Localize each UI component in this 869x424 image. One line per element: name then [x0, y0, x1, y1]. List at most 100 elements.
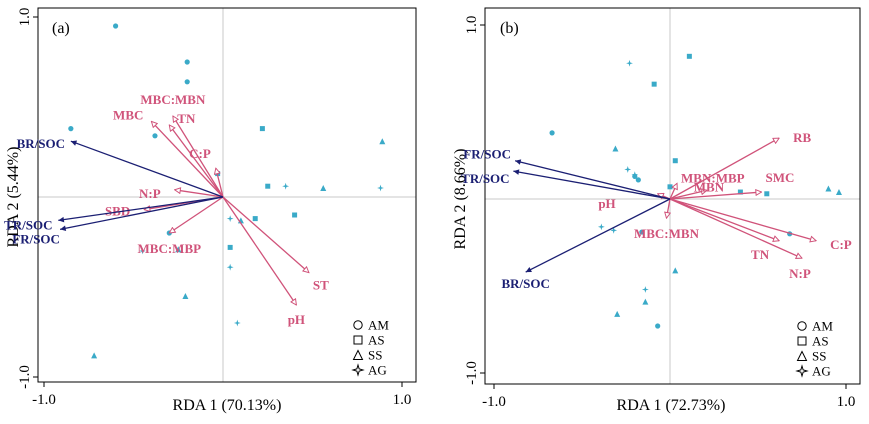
data-point-am	[655, 323, 661, 329]
env-arrow-mbn	[669, 190, 707, 200]
panel-label: (a)	[52, 20, 70, 37]
data-point-ss	[320, 185, 327, 191]
data-point-ss	[612, 145, 619, 152]
legend-marker-as	[797, 336, 807, 346]
env-arrow-label-smc: SMC	[766, 170, 795, 185]
data-point-ag	[631, 171, 639, 179]
data-point-as	[227, 244, 233, 250]
env-arrow-ph	[222, 196, 296, 305]
data-point-as	[667, 184, 673, 190]
legend-marker-ag	[351, 363, 365, 377]
data-point-am	[184, 59, 190, 65]
data-point-as	[259, 126, 265, 132]
data-point-as	[686, 53, 692, 59]
env-arrow-smc	[669, 192, 762, 200]
panel-label: (b)	[500, 20, 519, 37]
env-arrow-label-c-p: C:P	[189, 146, 211, 161]
data-point-as	[265, 183, 271, 189]
env-arrow-mbc-mbp	[169, 196, 224, 233]
env-arrow-label-rb: RB	[793, 130, 811, 145]
response-arrow-tr-soc	[58, 196, 224, 223]
data-point-as	[252, 216, 258, 222]
env-arrow-label-ph: pH	[288, 312, 305, 327]
data-point-ss	[614, 310, 621, 317]
data-point-am	[549, 130, 555, 136]
env-arrow-label-mbc-mbp: MBC:MBP	[138, 241, 202, 256]
response-arrow-br-soc	[70, 140, 224, 198]
env-arrow-label-mbc-mbn: MBC:MBN	[634, 226, 700, 241]
legend-label-as: AS	[368, 333, 385, 348]
data-point-ag	[226, 215, 234, 222]
env-arrow-label-ph: pH	[598, 196, 615, 211]
data-point-ag	[377, 184, 384, 192]
data-point-ss	[91, 352, 98, 359]
x-axis-label: RDA 1 (72.73%)	[617, 397, 726, 414]
env-arrow-c-p	[216, 168, 224, 198]
response-arrow-tr-soc	[513, 169, 671, 200]
env-arrow-label-sbd: SBD	[105, 204, 130, 219]
data-point-ag	[641, 286, 649, 293]
data-point-as	[651, 81, 657, 87]
env-arrow-label-tn: TN	[177, 111, 196, 126]
env-arrow-label-c-p: C:P	[830, 237, 852, 252]
data-point-am	[152, 133, 158, 139]
env-arrow-mbn-mbp	[669, 183, 677, 200]
env-arrow-mbc-mbn	[173, 116, 224, 198]
data-point-as	[672, 158, 678, 164]
x-tick-label: 1.0	[837, 394, 856, 410]
data-point-am	[68, 126, 74, 132]
y-tick-label: 1.0	[464, 16, 480, 35]
data-point-ss	[182, 293, 189, 299]
env-arrow-label-mbc: MBC	[113, 107, 143, 122]
response-arrow-fr-soc	[59, 196, 224, 232]
response-arrow-label-tr-soc: TR/SOC	[461, 171, 509, 186]
response-arrow-fr-soc	[514, 159, 671, 200]
y-axis-label: RDA 2 (8.66%)	[452, 149, 469, 250]
y-tick-label: 1.0	[17, 8, 33, 27]
data-point-am	[635, 177, 641, 183]
env-arrow-tn	[169, 125, 224, 198]
x-tick-label: -1.0	[482, 394, 506, 410]
data-point-ag	[226, 263, 234, 271]
legend-label-am: AM	[812, 319, 833, 334]
response-arrow-label-fr-soc: FR/SOC	[12, 231, 60, 246]
data-point-ss	[825, 185, 832, 192]
env-arrow-mbc-mbn	[666, 198, 670, 218]
y-axis-label: RDA 2 (5.44%)	[5, 147, 22, 248]
response-arrow-label-fr-soc: FR/SOC	[463, 147, 511, 162]
data-point-ag	[139, 247, 146, 255]
x-axis-label: RDA 1 (70.13%)	[173, 397, 282, 414]
env-arrow-label-n-p: N:P	[139, 186, 161, 201]
env-arrow-label-mbn-mbp: MBN:MBP	[681, 170, 745, 185]
legend-label-ag: AG	[368, 363, 387, 378]
data-point-as	[737, 189, 743, 195]
legend-label-ss: SS	[812, 349, 826, 364]
response-arrow-label-tr-soc: TR/SOC	[4, 217, 52, 232]
legend-marker-ss	[352, 349, 364, 360]
legend-label-ss: SS	[368, 348, 382, 363]
plot-frame	[37, 7, 417, 383]
legend-label-ag: AG	[812, 364, 831, 379]
data-point-ag	[624, 166, 632, 173]
env-arrow-n-p	[175, 190, 224, 198]
env-arrow-label-tn: TN	[751, 247, 770, 262]
data-point-ss	[379, 138, 386, 145]
data-point-ss	[175, 246, 182, 253]
env-arrow-n-p	[669, 198, 802, 258]
data-point-am	[113, 23, 119, 29]
data-point-as	[292, 212, 298, 218]
data-point-ag	[597, 223, 605, 231]
data-point-ss	[835, 189, 842, 196]
env-arrow-st	[222, 196, 309, 273]
legend-marker-am	[797, 321, 807, 331]
legend-marker-ss	[796, 350, 808, 361]
data-point-ag	[233, 319, 241, 327]
env-arrow-tn	[669, 198, 779, 241]
y-tick-label: -1.0	[17, 365, 33, 389]
data-point-ag	[610, 226, 618, 234]
data-point-am	[184, 79, 190, 85]
env-arrow-c-p	[669, 198, 816, 241]
data-point-as	[764, 191, 770, 197]
env-arrow-mbc	[151, 121, 224, 198]
panel-b: -1.0 1.0 -1.0 1.0 RDA 1 (72.73%) RDA 2 (8.66%…	[452, 7, 861, 414]
